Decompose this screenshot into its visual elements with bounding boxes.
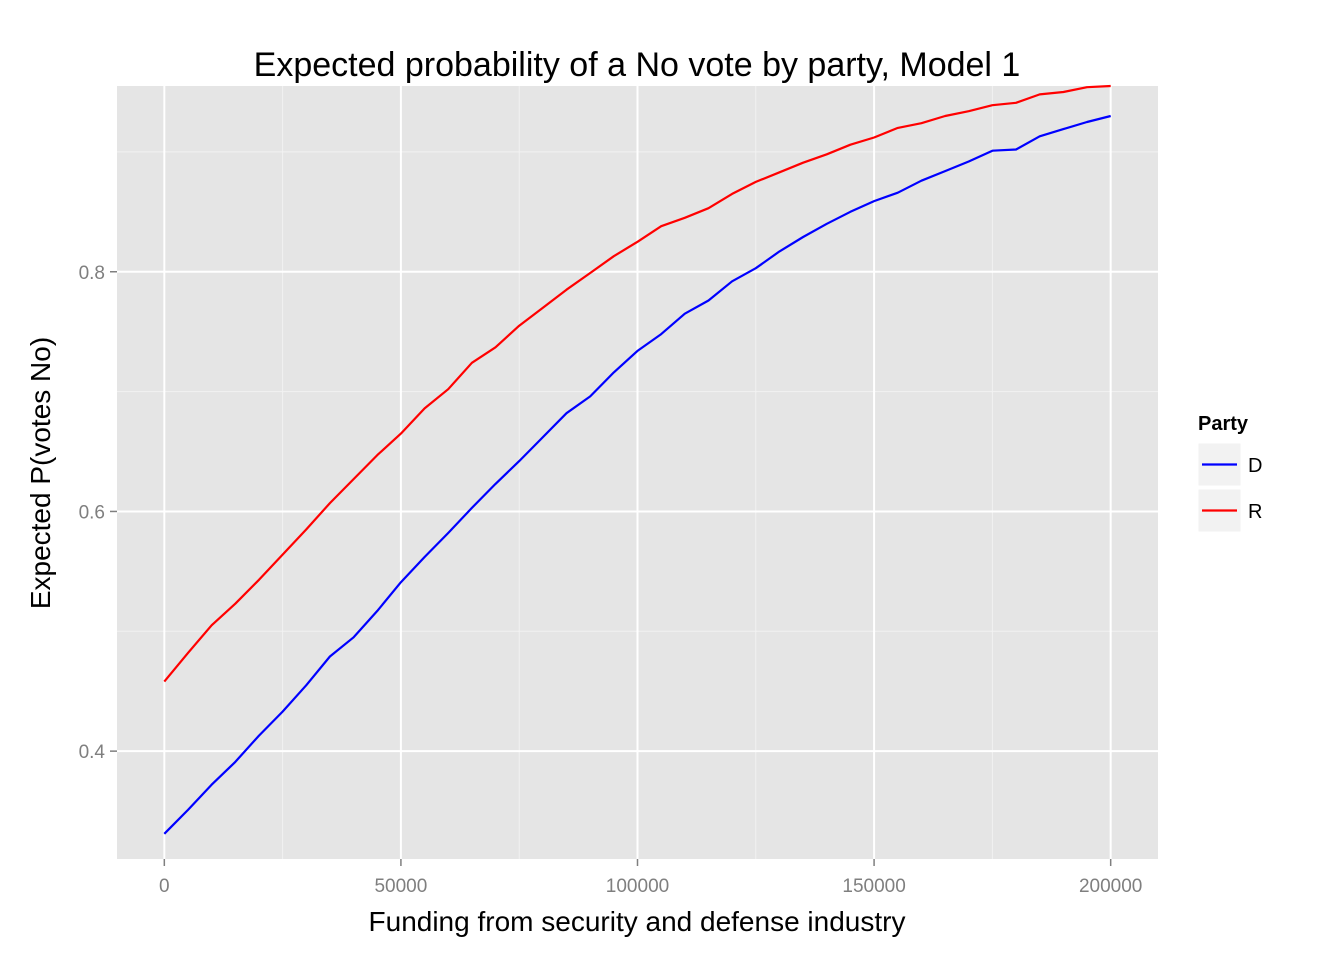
legend-label-d: D xyxy=(1248,455,1262,477)
x-axis-ticks: 0 50000 100000 150000 200000 xyxy=(159,859,1142,897)
grid-major xyxy=(117,86,1158,859)
series-lines xyxy=(163,84,1111,835)
x-tick-label: 50000 xyxy=(374,876,427,897)
x-tick-label: 150000 xyxy=(842,876,905,897)
legend-label-r: R xyxy=(1248,501,1262,523)
x-axis-title: Funding from security and defense indust… xyxy=(369,906,906,937)
legend: Party D R xyxy=(1197,413,1262,533)
legend-title: Party xyxy=(1198,413,1249,435)
y-tick-label: 0.4 xyxy=(79,742,106,763)
x-tick-label: 200000 xyxy=(1079,876,1142,897)
series-line-d xyxy=(163,114,1111,835)
y-axis-ticks: 0.4 0.6 0.8 xyxy=(79,263,117,763)
y-tick-label: 0.8 xyxy=(79,263,105,284)
x-tick-label: 0 xyxy=(159,876,170,897)
series-line-r xyxy=(163,84,1111,683)
chart-title: Expected probability of a No vote by par… xyxy=(254,46,1021,84)
y-tick-label: 0.6 xyxy=(79,502,105,523)
x-tick-label: 100000 xyxy=(606,876,669,897)
y-axis-title: Expected P(votes No) xyxy=(25,337,56,609)
